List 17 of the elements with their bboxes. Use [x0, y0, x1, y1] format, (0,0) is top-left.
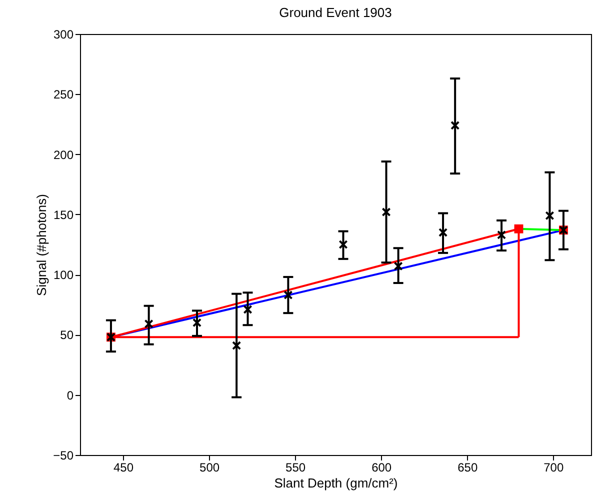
- x-tick-label: 450: [114, 460, 134, 474]
- y-tick-label: 250: [53, 88, 74, 102]
- y-tick-label: 300: [53, 28, 74, 42]
- y-tick-label: 50: [60, 328, 74, 342]
- y-tick-label: 150: [53, 208, 74, 222]
- y-tick-label: −50: [53, 448, 74, 462]
- x-tick-label: 650: [458, 460, 478, 474]
- y-tick-label: 100: [53, 268, 74, 282]
- x-tick-label: 600: [372, 460, 392, 474]
- chart-title: Ground Event 1903: [279, 5, 392, 20]
- y-tick-label: 0: [66, 388, 74, 402]
- x-tick-label: 500: [200, 460, 220, 474]
- y-axis-title: Signal (#photons): [34, 194, 50, 296]
- x-tick-label: 700: [544, 460, 564, 474]
- x-tick-label: 550: [286, 460, 306, 474]
- y-tick-label: 200: [53, 148, 74, 162]
- x-axis-title: Slant Depth (gm/cm²): [274, 476, 398, 490]
